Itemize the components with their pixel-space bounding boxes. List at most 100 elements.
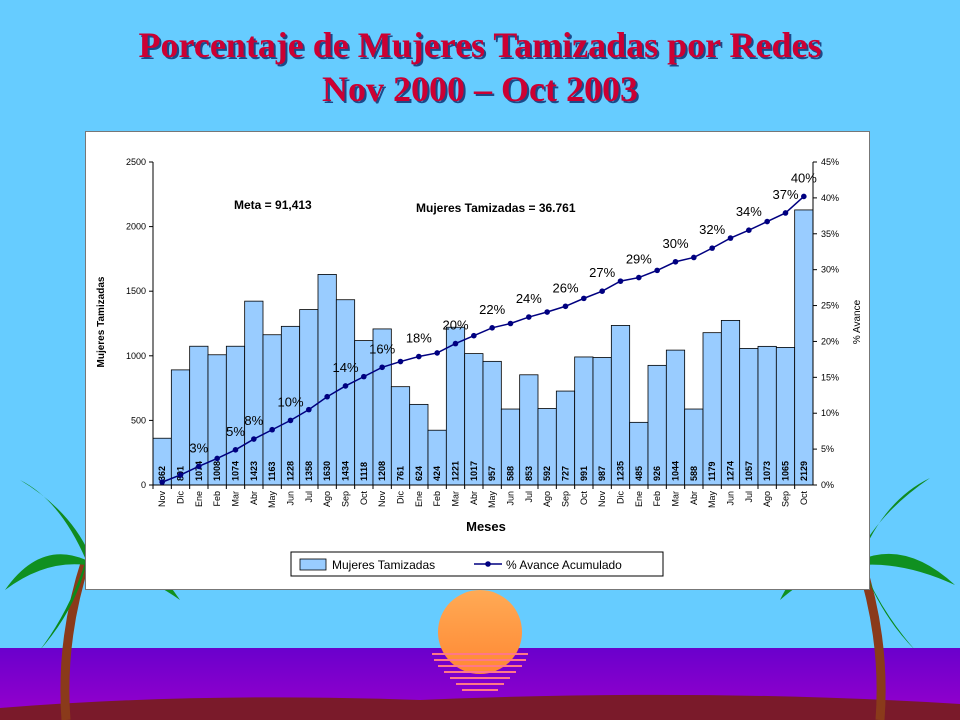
avance-point (654, 267, 660, 274)
x-tick-label: May (707, 491, 717, 509)
x-tick-label: Dic (616, 491, 626, 504)
x-tick-label: Dic (396, 491, 406, 504)
x-tick-label: Mar (451, 491, 461, 507)
bar-value-label: 1235 (616, 461, 626, 481)
avance-point-label: 10% (277, 394, 303, 409)
bar-value-label: 1074 (231, 461, 241, 481)
bar (574, 356, 594, 486)
legend-swatch-bar (299, 558, 327, 571)
bar-value-label: 1228 (286, 461, 296, 481)
avance-point (489, 325, 495, 331)
page-title: Porcentaje de Mujeres Tamizadas por Rede… (138, 25, 822, 65)
avance-point-label: 26% (552, 280, 578, 295)
x-tick-label: May (487, 491, 497, 509)
y2-tick-label: 5% (821, 444, 834, 454)
y2-tick-label: 40% (821, 193, 839, 203)
x-tick-label: Sep (561, 491, 571, 507)
bar-value-label: 1074 (194, 461, 204, 481)
sun-reflection (432, 653, 528, 691)
avance-point-label: 24% (516, 291, 542, 306)
bar-value-label: 624 (414, 466, 424, 481)
x-tick-label: Ene (194, 491, 204, 507)
y2-tick-label: 30% (821, 265, 839, 275)
x-tick-label: Nov (377, 491, 387, 508)
avance-line (161, 195, 805, 483)
avance-point (636, 274, 642, 281)
avance-point (801, 193, 807, 200)
avance-point (617, 278, 624, 284)
x-tick-label: Abr (249, 491, 259, 505)
avance-point-label: 27% (589, 265, 615, 280)
total-annotation: Mujeres Tamizadas = 36.761 (416, 201, 576, 215)
avance-point (251, 436, 257, 442)
avance-point (287, 417, 294, 424)
y2-tick-label: 45% (821, 157, 839, 167)
x-tick-label: Jul (524, 491, 534, 503)
avance-point (452, 340, 459, 347)
avance-point (232, 447, 239, 453)
y2-tick-label: 10% (821, 408, 839, 418)
avance-point (397, 358, 404, 365)
avance-point (159, 479, 165, 485)
x-tick-label: Nov (157, 491, 167, 508)
avance-point (709, 245, 715, 251)
bar (317, 274, 337, 486)
x-tick-label: Oct (799, 491, 809, 506)
bar-value-label: 926 (652, 466, 662, 481)
y2-tick-label: 0% (821, 480, 834, 490)
avance-point (544, 309, 550, 315)
x-tick-label: Abr (689, 491, 699, 505)
x-tick-label: Abr (469, 491, 479, 505)
bar-value-label: 424 (432, 466, 442, 481)
avance-point (434, 350, 440, 356)
chart-panel: 0 500 1000 1500 2000 2500 0% 5% 10% 15% 20% 25% 30% 3… (85, 131, 870, 590)
avance-point-label: 3% (189, 440, 208, 455)
x-tick-label: Ago (542, 491, 552, 507)
bar-value-label: 2129 (799, 461, 809, 481)
y-tick-label: 500 (131, 415, 146, 425)
avance-point (746, 227, 752, 233)
x-tick-label: Ago (762, 491, 772, 507)
bar-value-label: 853 (524, 466, 534, 481)
x-tick-label: Dic (176, 491, 186, 504)
avance-point-label: 8% (244, 413, 263, 428)
bar-value-label: 1358 (304, 461, 314, 481)
x-tick-label: Jul (744, 491, 754, 503)
y2-tick-label: 35% (821, 229, 839, 239)
avance-point-label: 5% (226, 424, 245, 439)
x-tick-label: Ene (634, 491, 644, 507)
avance-point (177, 472, 184, 478)
avance-point (342, 383, 349, 389)
bar-value-label: 1073 (762, 461, 772, 481)
avance-point-label: 40% (791, 170, 817, 185)
bar-value-label: 1423 (249, 461, 259, 481)
bar-value-label: 987 (597, 466, 607, 481)
avance-point-label: 22% (479, 302, 505, 317)
meta-annotation: Meta = 91,413 (234, 198, 312, 212)
y2-tick-label: 25% (821, 301, 839, 311)
bar-value-label: 1630 (322, 461, 332, 481)
x-tick-label: Feb (652, 491, 662, 507)
x-tick-label: Jun (286, 491, 296, 506)
x-tick-label: Nov (597, 491, 607, 508)
legend-swatch-point (485, 561, 491, 567)
bar-value-label: 1163 (267, 461, 277, 481)
bar-value-label: 588 (506, 466, 516, 481)
avance-point-label: 37% (772, 187, 798, 202)
y-tick-label: 2000 (126, 222, 146, 232)
bar-value-label: 1057 (744, 461, 754, 481)
x-tick-label: Mar (231, 491, 241, 507)
y-tick-label: 1500 (126, 286, 146, 296)
x-tick-label: Oct (359, 491, 369, 506)
avance-point (599, 288, 605, 294)
avance-point (306, 406, 312, 413)
avance-point (379, 364, 385, 371)
bar-value-label: 1274 (726, 461, 736, 481)
bar-value-label: 1434 (341, 461, 351, 481)
bar-value-label: 761 (396, 466, 406, 481)
legend-label-line: % Avance Acumulado (506, 558, 622, 572)
x-tick-label: Feb (212, 491, 222, 507)
avance-point (562, 303, 569, 310)
bar-value-label: 1221 (451, 461, 461, 481)
bar-value-label: 957 (487, 466, 497, 481)
